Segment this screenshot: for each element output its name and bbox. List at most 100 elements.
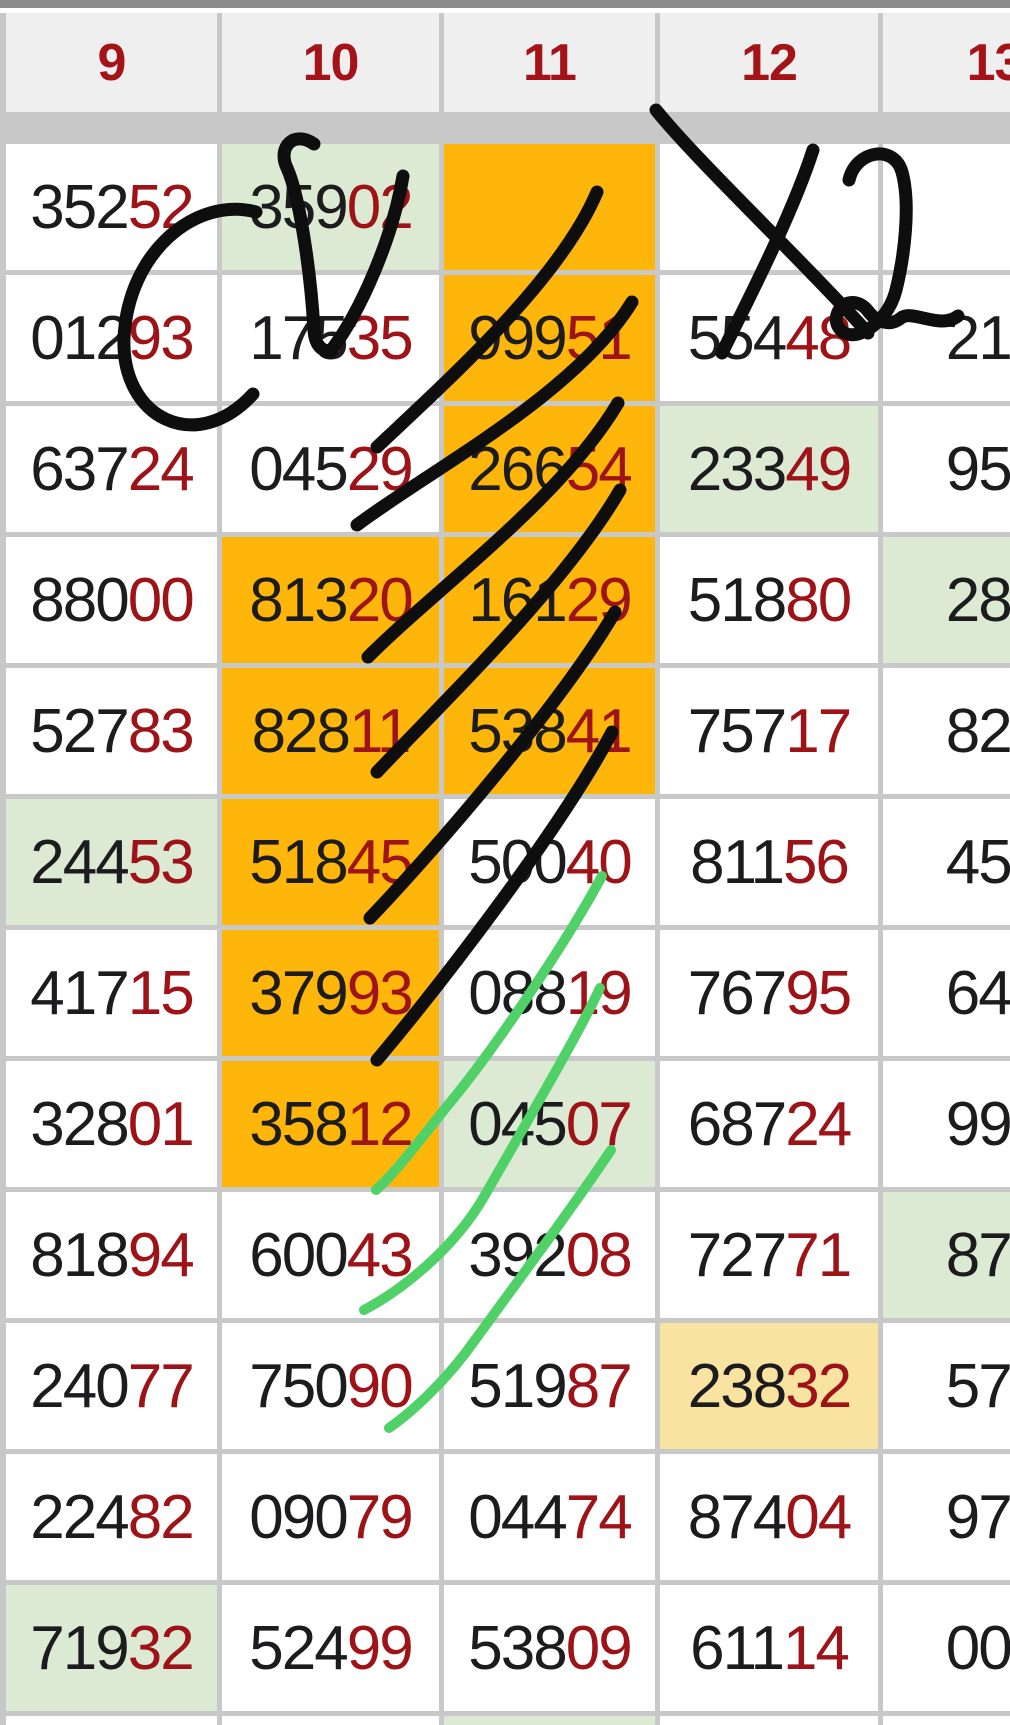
number-red-part: 95 xyxy=(785,958,852,1028)
number-red-part: 82 xyxy=(127,1482,195,1552)
number-red-part: 51 xyxy=(565,303,633,373)
number-red-part: 40 xyxy=(565,827,633,897)
number-red-part: 43 xyxy=(346,1220,414,1290)
number-black-part: 379 xyxy=(249,958,348,1028)
number-red-part: 19 xyxy=(565,958,633,1028)
number-red-part: 02 xyxy=(346,172,414,242)
table-cell: 955 xyxy=(883,406,1010,532)
table-cell: 352 52 xyxy=(6,144,217,270)
number-black-part: 750 xyxy=(249,1351,348,1421)
number-black-part: 767 xyxy=(687,958,787,1028)
table-cell: 977 xyxy=(883,1454,1010,1580)
table-cell: 328 01 xyxy=(6,1061,217,1187)
number-red-part: 45 xyxy=(346,827,414,897)
number-black-part: 821 xyxy=(945,696,1010,766)
number-red-part: 29 xyxy=(346,434,414,504)
number-red-part: 80 xyxy=(785,565,852,635)
table-cell: 811 56 xyxy=(660,799,878,925)
table-cell: 284 xyxy=(883,537,1010,663)
top-bar xyxy=(0,0,1010,8)
table-cell: 600 43 xyxy=(222,1192,439,1318)
column-header-9: 9 xyxy=(6,13,217,112)
number-black-part: 284 xyxy=(945,565,1010,635)
number-red-part: 15 xyxy=(127,958,195,1028)
number-red-part: 14 xyxy=(782,1613,850,1683)
number-red-part: 74 xyxy=(565,1482,633,1552)
column-header-12: 12 xyxy=(660,13,878,112)
number-red-part: 11 xyxy=(349,696,411,766)
number-red-part: 08 xyxy=(565,1220,633,1290)
column-header-11: 11 xyxy=(444,13,655,112)
table-cell: 088 19 xyxy=(444,930,655,1056)
table-cell: 359 02 xyxy=(222,144,439,270)
table-cell: 224 82 xyxy=(6,1454,217,1580)
number-black-part: 538 xyxy=(468,696,567,766)
table-cell: 611 14 xyxy=(660,1585,878,1711)
number-red-part: 35 xyxy=(346,303,414,373)
table-cell: 874 04 xyxy=(660,1454,878,1580)
number-black-part: 238 xyxy=(687,1351,787,1421)
table-cell: 818 94 xyxy=(6,1192,217,1318)
number-black-part: 328 xyxy=(30,1089,129,1159)
number-black-part: 554 xyxy=(687,303,787,373)
number-black-part: 600 xyxy=(249,1220,348,1290)
number-red-part: 93 xyxy=(127,303,195,373)
number-red-part: 54 xyxy=(565,434,633,504)
number-red-part: 99 xyxy=(346,1613,414,1683)
table-cell: 570 xyxy=(883,1323,1010,1449)
number-black-part: 044 xyxy=(468,1482,567,1552)
number-red-part: 17 xyxy=(785,696,852,766)
number-red-part: 87 xyxy=(565,1351,633,1421)
number-black-part: 757 xyxy=(687,696,787,766)
table-cell: 518 80 xyxy=(660,537,878,663)
table-cell: 767 95 xyxy=(660,930,878,1056)
number-black-part: 640 xyxy=(945,958,1010,1028)
number-red-part: 49 xyxy=(785,434,852,504)
table-cell: 161 29 xyxy=(444,537,655,663)
number-red-part: 20 xyxy=(346,565,414,635)
column-header-10: 10 xyxy=(222,13,439,112)
table-cell: 821 xyxy=(883,668,1010,794)
table-cell: 518 45 xyxy=(222,799,439,925)
number-red-part: 41 xyxy=(565,696,633,766)
table-cell xyxy=(660,144,878,270)
number-black-part: 524 xyxy=(249,1613,348,1683)
table-cell: 244 53 xyxy=(6,799,217,925)
number-red-part: 24 xyxy=(127,434,195,504)
number-black-part: 161 xyxy=(468,565,567,635)
table-cell: 233 49 xyxy=(660,406,878,532)
number-black-part: 518 xyxy=(687,565,787,635)
number-red-part: 24 xyxy=(785,1089,852,1159)
number-black-part: 570 xyxy=(945,1351,1010,1421)
table-cell: 719 32 xyxy=(6,1585,217,1711)
table-cell: 266 54 xyxy=(444,406,655,532)
table-cell: 417 15 xyxy=(6,930,217,1056)
number-black-part: 240 xyxy=(30,1351,129,1421)
table-cell: 828 11 xyxy=(222,668,439,794)
table-cell: 500 40 xyxy=(444,799,655,925)
table-cell: 045 29 xyxy=(222,406,439,532)
table-cell: 004 xyxy=(883,1585,1010,1711)
number-black-part: 045 xyxy=(249,434,348,504)
table-cell: 519 87 xyxy=(444,1323,655,1449)
number-black-part: 637 xyxy=(30,434,129,504)
number-black-part: 417 xyxy=(30,958,129,1028)
table-cell xyxy=(883,1716,1010,1725)
number-black-part: 352 xyxy=(30,172,129,242)
number-black-part: 955 xyxy=(945,434,1010,504)
number-red-part: 56 xyxy=(782,827,850,897)
number-red-part: 01 xyxy=(127,1089,195,1159)
table-cell: 750 90 xyxy=(222,1323,439,1449)
table-cell: 217 xyxy=(883,275,1010,401)
table-cell xyxy=(6,1716,217,1725)
number-red-part: 12 xyxy=(346,1089,414,1159)
number-red-part: 32 xyxy=(785,1351,852,1421)
number-black-part: 004 xyxy=(945,1613,1010,1683)
table-cell: 637 24 xyxy=(6,406,217,532)
number-black-part: 719 xyxy=(30,1613,129,1683)
number-black-part: 012 xyxy=(30,303,129,373)
table-cell: 876 xyxy=(883,1192,1010,1318)
number-black-part: 876 xyxy=(945,1220,1010,1290)
number-red-part: 77 xyxy=(127,1351,195,1421)
